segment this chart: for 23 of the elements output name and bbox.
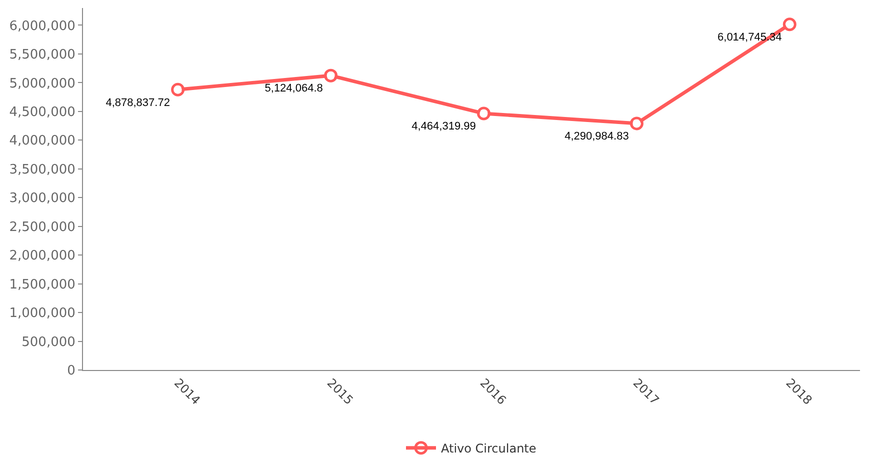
- y-tick-label: 3,500,000: [9, 162, 76, 178]
- data-label: 4,464,319.99: [412, 120, 476, 133]
- point: [476, 106, 490, 120]
- y-tick-label: 6,000,000: [9, 18, 76, 34]
- data-label: 4,290,984.83: [564, 130, 629, 143]
- y-tick-label: 2,500,000: [9, 220, 76, 235]
- y-tick-label: 5,500,000: [9, 48, 76, 63]
- y-tick-label: 5,000,000: [9, 76, 76, 92]
- y-tick-label: 0: [67, 364, 76, 379]
- data-label: 4,878,837.72: [106, 96, 170, 109]
- point: [324, 68, 338, 82]
- legend-label: Ativo Circulante: [441, 442, 536, 456]
- y-tick-label: 500,000: [22, 334, 76, 350]
- y-tick-label: 4,000,000: [9, 134, 76, 149]
- y-tick-label: 1,500,000: [9, 277, 76, 292]
- point: [630, 116, 644, 130]
- y-tick-label: 1,000,000: [9, 306, 76, 322]
- y-tick-label: 3,000,000: [9, 191, 76, 206]
- y-tick-label: 2,000,000: [9, 248, 76, 264]
- point: [782, 18, 796, 32]
- data-label: 5,124,064.8: [264, 82, 323, 95]
- point: [171, 82, 185, 96]
- y-tick-label: 4,500,000: [9, 104, 76, 120]
